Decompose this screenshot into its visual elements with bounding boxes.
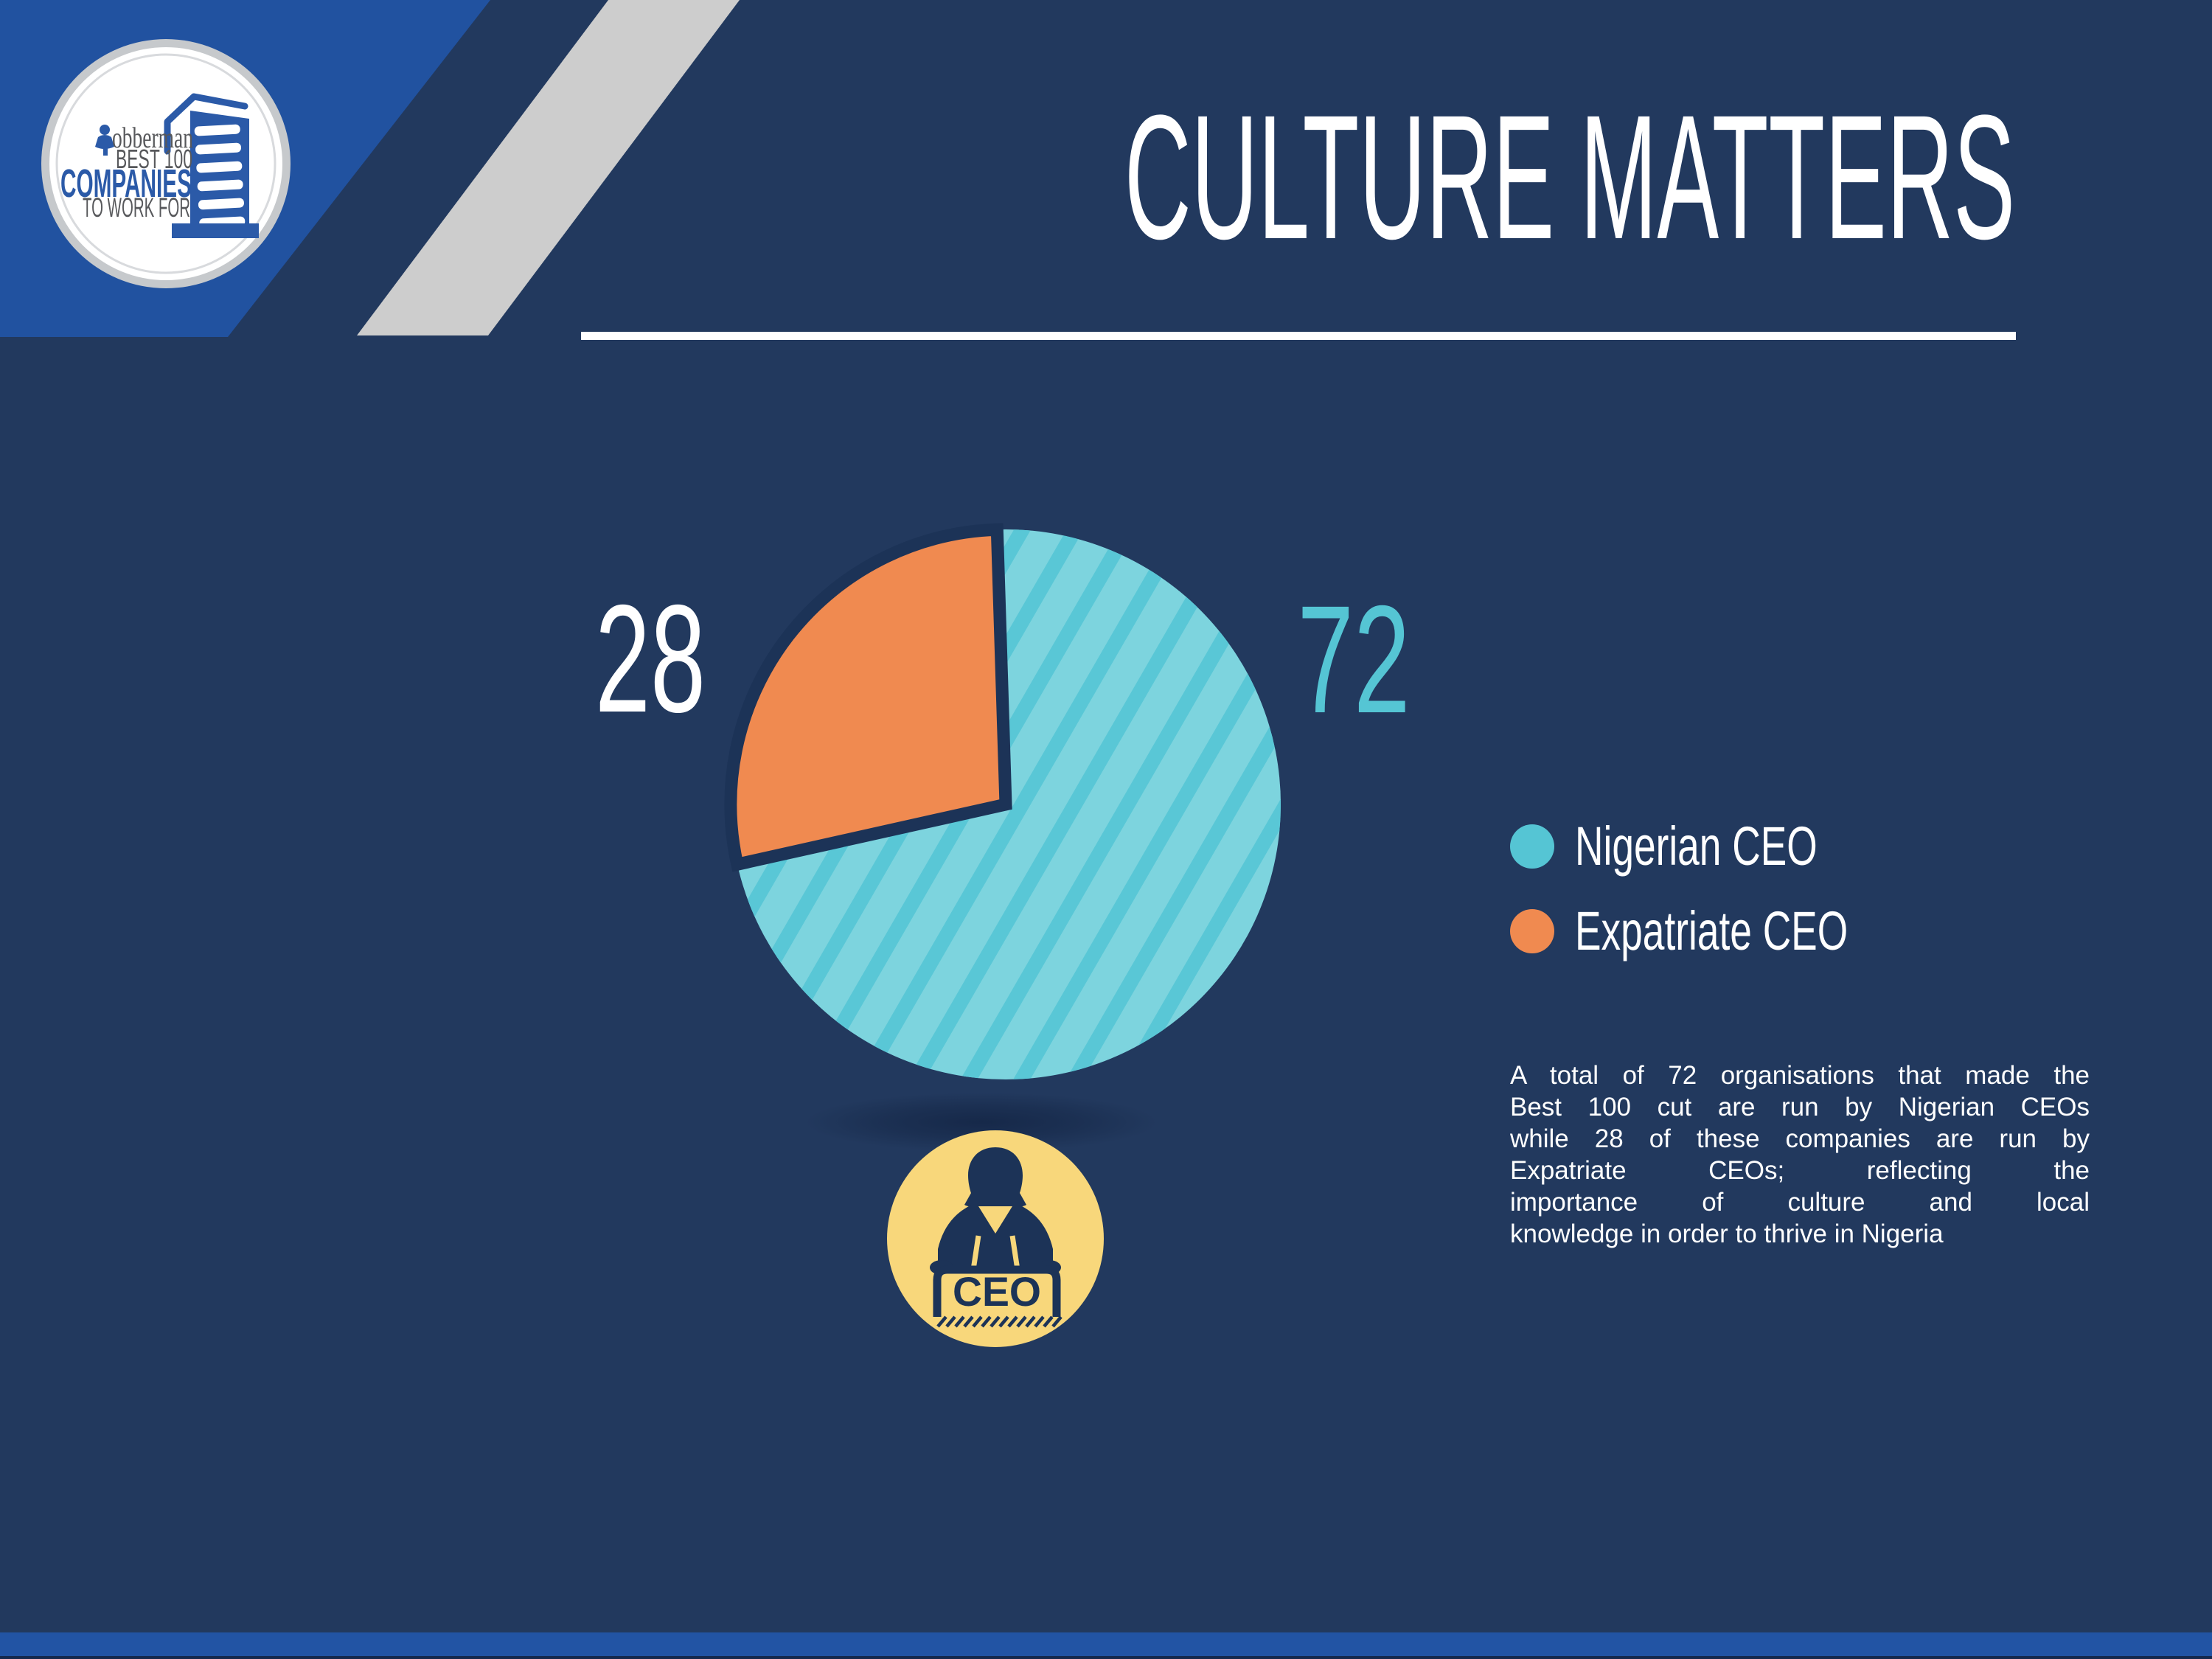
footer-accent-bar <box>0 1632 2212 1656</box>
ceo-sign-text: CEO <box>953 1268 1041 1315</box>
legend-item-nigerian: Nigerian CEO <box>1510 815 1954 877</box>
logo-best100-text: BEST 100 <box>116 144 192 174</box>
pie-shadow <box>804 1093 1158 1152</box>
ceo-badge: CEO <box>887 1130 1104 1347</box>
legend-label-expatriate: Expatriate CEO <box>1575 900 1848 961</box>
pie-slice-expatriate <box>724 523 1012 872</box>
value-label-expatriate: 28 <box>595 574 706 745</box>
description-line: importance of culture and local <box>1510 1188 2090 1217</box>
jobberman-person-icon <box>95 125 114 156</box>
ceo-collar <box>978 1206 1012 1234</box>
value-label-nigerian: 72 <box>1298 574 1411 745</box>
chart-legend: Nigerian CEO Expatriate CEO <box>1510 815 1954 994</box>
ceo-sign-frame <box>933 1265 1061 1317</box>
description-paragraph: A total of 72 organisations that made th… <box>1510 1060 2090 1250</box>
legend-swatch-expatriate <box>1510 909 1554 953</box>
ceo-arm-gap-right <box>1009 1235 1020 1270</box>
title-underline <box>581 332 2016 340</box>
description-line: Best 100 cut are run by Nigerian CEOs <box>1510 1093 2090 1121</box>
diagonal-stripe-shape <box>357 0 740 335</box>
description-line: A total of 72 organisations that made th… <box>1510 1061 2090 1090</box>
page-title: CULTURE MATTERS <box>1124 78 2015 276</box>
footer-edge-bar <box>0 1656 2212 1659</box>
building-icon <box>164 93 259 238</box>
description-line: while 28 of these companies are run by <box>1510 1124 2090 1153</box>
legend-label-nigerian: Nigerian CEO <box>1575 815 1818 877</box>
legend-item-expatriate: Expatriate CEO <box>1510 900 1954 961</box>
pie-chart: 28 72 <box>595 523 1411 1152</box>
description-line: knowledge in order to thrive in Nigeria <box>1510 1220 1944 1248</box>
ceo-arm-gap-left <box>970 1235 981 1270</box>
logo-companies-text: COMPANIES <box>60 161 192 206</box>
ceo-sign-hatching <box>936 1315 1062 1328</box>
description-line: Expatriate CEOs; reflecting the <box>1510 1156 2090 1185</box>
logo-inner-ring <box>55 53 276 274</box>
legend-swatch-nigerian <box>1510 824 1554 869</box>
jobberman-logo: obberman BEST 100 COMPANIES TO WORK FOR <box>41 39 291 288</box>
logo-brand-text: obberman <box>112 121 193 154</box>
logo-toworkfor-text: TO WORK FOR <box>83 192 190 223</box>
